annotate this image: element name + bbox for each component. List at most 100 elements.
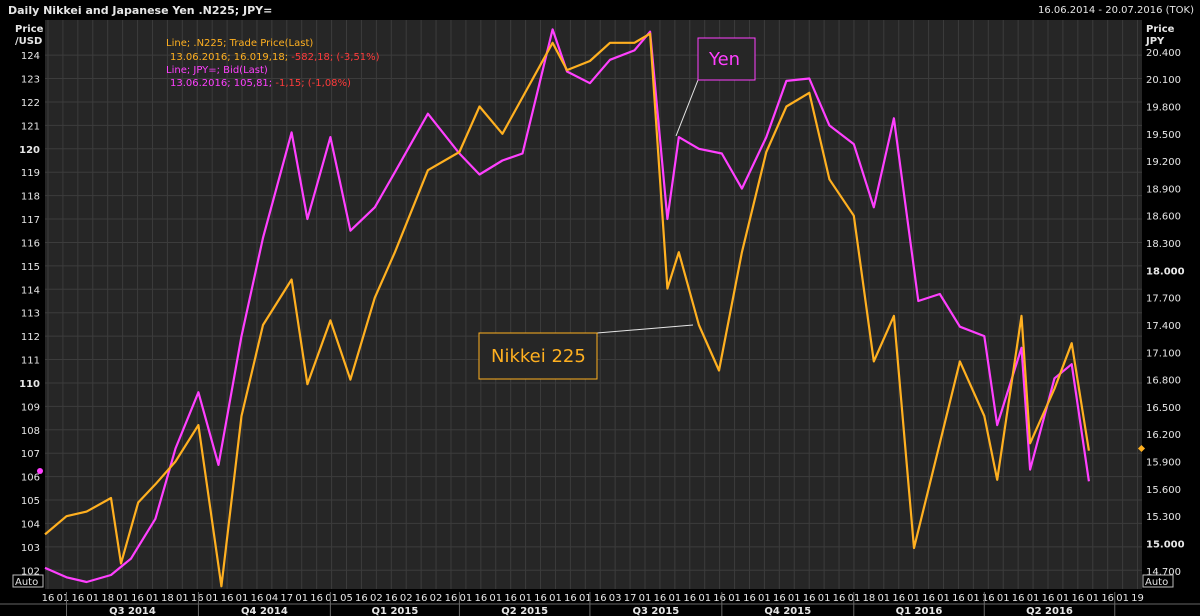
left-tick-label: 108 — [21, 426, 40, 437]
right-tick-label: 18.300 — [1146, 239, 1181, 250]
quarter-label: Q1 2016 — [896, 606, 943, 616]
x-tick-label: 01 — [206, 593, 219, 604]
x-tick-label: 01 — [116, 593, 129, 604]
left-tick-label: 110 — [19, 379, 40, 390]
x-tick-label: 16 — [803, 593, 816, 604]
annotation-nikkei-box — [478, 332, 598, 380]
x-tick-label: 03 — [609, 593, 622, 604]
x-tick-label: 16 — [654, 593, 667, 604]
x-tick-label: 16 — [743, 593, 756, 604]
right-tick-label: 20.100 — [1146, 75, 1181, 86]
x-tick-label: 16 — [1012, 593, 1025, 604]
legend-nikkei-value: 13.06.2016; 16.019,18; — [170, 52, 291, 63]
x-tick-label: 18 — [161, 593, 174, 604]
x-tick-label: 01 — [1086, 593, 1099, 604]
x-tick-label: 01 — [489, 593, 502, 604]
right-tick-label: 16.500 — [1146, 403, 1181, 414]
left-tick-label: 116 — [21, 238, 40, 249]
legend-yen-change: -1,15; (-1,08%) — [275, 78, 351, 89]
x-tick-label: 18 — [101, 593, 114, 604]
right-tick-label: 20.400 — [1146, 48, 1181, 59]
x-tick-label: 01 — [937, 593, 950, 604]
left-tick-label: 107 — [21, 449, 40, 460]
date-range: 16.06.2014 - 20.07.2016 (TOK) — [1038, 5, 1194, 16]
left-tick-label: 104 — [21, 519, 40, 530]
left-auto-button[interactable] — [12, 574, 44, 588]
right-tick-label: 19.500 — [1146, 130, 1181, 141]
quarter-label: Q1 2015 — [372, 606, 419, 616]
x-tick-label: 16 — [474, 593, 487, 604]
x-tick-label: 01 — [639, 593, 652, 604]
left-tick-label: 123 — [21, 75, 40, 86]
annotation-nikkei-pointer — [596, 324, 694, 334]
x-tick-label: 01 — [325, 593, 338, 604]
left-tick-label: 111 — [21, 356, 40, 367]
x-tick-label: 01 — [1116, 593, 1129, 604]
x-tick-label: 01 — [907, 593, 920, 604]
chart-title-bar: Daily Nikkei and Japanese Yen .N225; JPY… — [0, 0, 1200, 20]
x-tick-label: 01 — [818, 593, 831, 604]
x-tick-label: 16 — [773, 593, 786, 604]
x-tick-label: 01 — [1027, 593, 1040, 604]
annotation-yen-label: Yen — [708, 49, 740, 70]
x-tick-label: 16 — [504, 593, 517, 604]
right-auto-label: Auto — [1145, 577, 1168, 588]
x-tick-label: 16 — [564, 593, 577, 604]
x-tick-label: 01 — [788, 593, 801, 604]
legend-nikkei-change: -582,18; (-3,51%) — [291, 52, 379, 63]
right-tick-label: 18.000 — [1146, 266, 1185, 277]
x-tick-label: 01 — [877, 593, 890, 604]
x-tick-label: 01 — [295, 593, 308, 604]
x-tick-label: 02 — [370, 593, 383, 604]
right-auto-button[interactable] — [1142, 574, 1174, 588]
x-tick-label: 05 — [340, 593, 353, 604]
annotation-yen-box — [697, 37, 756, 81]
left-tick-label: 109 — [21, 402, 40, 413]
x-tick-label: 01 — [579, 593, 592, 604]
right-axis-label-2: JPY — [1145, 36, 1165, 47]
x-tick-label: 01 — [549, 593, 562, 604]
right-tick-label: 17.400 — [1146, 321, 1181, 332]
left-tick-label: 118 — [21, 192, 40, 203]
left-axis-label-2: /USD — [15, 36, 42, 47]
x-tick-label: 01 — [146, 593, 159, 604]
legend-nikkei-values: 13.06.2016; 16.019,18; -582,18; (-3,51%) — [170, 52, 380, 63]
x-tick-label: 01 — [1057, 593, 1070, 604]
left-tick-label: 102 — [21, 566, 40, 577]
right-tick-label: 18.600 — [1146, 212, 1181, 223]
right-tick-label: 18.900 — [1146, 184, 1181, 195]
x-tick-label: 16 — [952, 593, 965, 604]
x-tick-label: 17 — [280, 593, 293, 604]
legend: Line; .N225; Trade Price(Last) 13.06.201… — [166, 38, 380, 89]
x-tick-label: 16 — [1042, 593, 1055, 604]
legend-yen-value: 13.06.2016; 105,81; — [170, 78, 275, 89]
x-tick-label: 16 — [385, 593, 398, 604]
annotation-yen-pointer — [675, 79, 699, 137]
x-tick-label: 01 — [519, 593, 532, 604]
right-tick-label: 17.100 — [1146, 348, 1181, 359]
quarter-label: Q3 2014 — [109, 606, 156, 616]
x-tick-label: 16 — [42, 593, 55, 604]
x-tick-label: 01 — [236, 593, 249, 604]
nikkei-series-line — [44, 32, 1090, 588]
left-axis-ticks: 102 103 104 105 106 107 108 109 110 111 112 113 114 1… — [19, 51, 40, 577]
x-tick-label: 16 — [922, 593, 935, 604]
x-tick-label: 16 — [355, 593, 368, 604]
x-tick-label: 01 — [668, 593, 681, 604]
left-auto-label: Auto — [15, 577, 38, 588]
x-tick-label: 01 — [728, 593, 741, 604]
x-tick-label: 04 — [266, 593, 279, 604]
x-tick-label: 18 — [863, 593, 876, 604]
yen-axis-marker — [37, 468, 43, 474]
right-axis-label-1: Price — [1146, 24, 1175, 35]
x-tick-label: 16 — [534, 593, 547, 604]
annotation-nikkei-label: Nikkei 225 — [491, 346, 586, 367]
left-tick-label: 122 — [21, 98, 40, 109]
right-tick-label: 19.800 — [1146, 102, 1181, 113]
left-tick-label: 117 — [21, 215, 40, 226]
x-tick-label: 01 — [967, 593, 980, 604]
x-tick-label: 01 — [997, 593, 1010, 604]
left-tick-label: 105 — [21, 496, 40, 507]
